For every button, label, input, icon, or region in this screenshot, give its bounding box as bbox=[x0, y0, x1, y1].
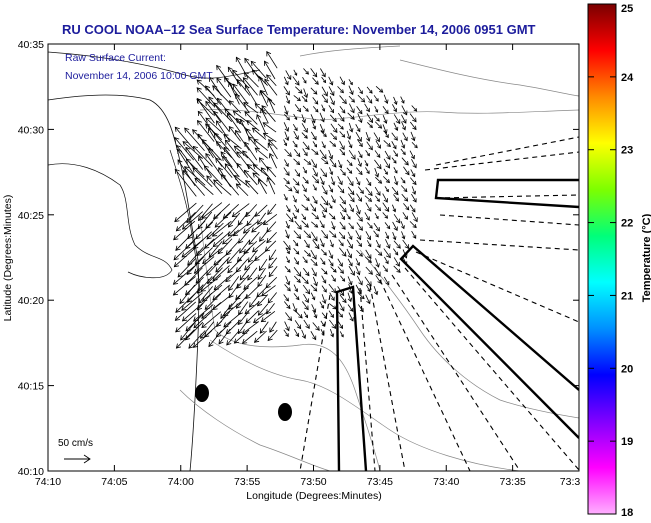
coastline bbox=[48, 94, 200, 471]
colorbar-ticks: 25 24 23 22 21 20 19 18 bbox=[588, 3, 634, 519]
upper-coast bbox=[48, 51, 261, 79]
y-tick-label: 40:25 bbox=[18, 210, 44, 222]
y-tick-label: 40:30 bbox=[18, 124, 44, 136]
map-area bbox=[48, 44, 579, 471]
x-axis-ticks: 74:10 74:05 74:00 73:55 73:50 73:45 73:40 73:35… bbox=[35, 44, 581, 488]
marker-dot-west bbox=[195, 384, 209, 402]
x-tick-label: 73:45 bbox=[367, 476, 393, 488]
scale-label: 50 cm/s bbox=[58, 438, 93, 449]
x-tick-label: 73:40 bbox=[433, 476, 459, 488]
dashed-transect-lines bbox=[299, 136, 579, 471]
scale-arrow bbox=[64, 454, 91, 464]
x-tick-label: 73:35 bbox=[499, 476, 525, 488]
marker-dot-east bbox=[278, 403, 292, 421]
colorbar-tick-label: 24 bbox=[621, 72, 634, 84]
y-axis-label: Latitude (Degrees:Minutes) bbox=[2, 195, 14, 322]
bay-shoreline bbox=[48, 163, 173, 279]
colorbar-tick-label: 18 bbox=[621, 507, 633, 518]
colorbar-tick-label: 21 bbox=[621, 290, 633, 302]
x-tick-label: 74:10 bbox=[35, 476, 61, 488]
surface-current-vectors bbox=[172, 51, 418, 349]
x-axis-label: Longitude (Degrees:Minutes) bbox=[246, 490, 381, 502]
y-tick-label: 40:10 bbox=[18, 466, 44, 478]
colorbar-tick-label: 22 bbox=[621, 218, 633, 230]
y-axis-ticks: 40:35 40:30 40:25 40:20 40:15 40:10 bbox=[18, 39, 579, 478]
y-tick-label: 40:35 bbox=[18, 39, 44, 51]
colorbar-tick-label: 19 bbox=[621, 436, 633, 448]
x-tick-label: 74:00 bbox=[168, 476, 194, 488]
x-tick-label: 73:50 bbox=[300, 476, 326, 488]
shipping-lanes bbox=[335, 178, 579, 471]
x-tick-label: 73:3 bbox=[560, 476, 581, 488]
annotation-line-2: November 14, 2006 10:00 GMT bbox=[65, 70, 213, 82]
lane-east bbox=[434, 178, 579, 209]
annotation-line-1: Raw Surface Current: bbox=[65, 52, 166, 64]
colorbar-label: Temperature (°C) bbox=[641, 213, 651, 302]
x-tick-label: 74:05 bbox=[101, 476, 127, 488]
colorbar-bar bbox=[587, 3, 617, 515]
colorbar-tick-label: 20 bbox=[621, 363, 633, 375]
x-tick-label: 73:55 bbox=[234, 476, 260, 488]
colorbar: 25 24 23 22 21 20 19 18 Temperature (°C) bbox=[587, 3, 651, 519]
colorbar-tick-label: 25 bbox=[621, 3, 633, 15]
plot-title-text: RU COOL NOAA–12 Sea Surface Temperature:… bbox=[62, 22, 536, 37]
y-tick-label: 40:15 bbox=[18, 381, 44, 393]
colorbar-tick-label: 23 bbox=[621, 145, 633, 157]
y-tick-label: 40:20 bbox=[18, 295, 44, 307]
lane-southeast bbox=[399, 244, 579, 439]
lane-south bbox=[335, 285, 368, 471]
